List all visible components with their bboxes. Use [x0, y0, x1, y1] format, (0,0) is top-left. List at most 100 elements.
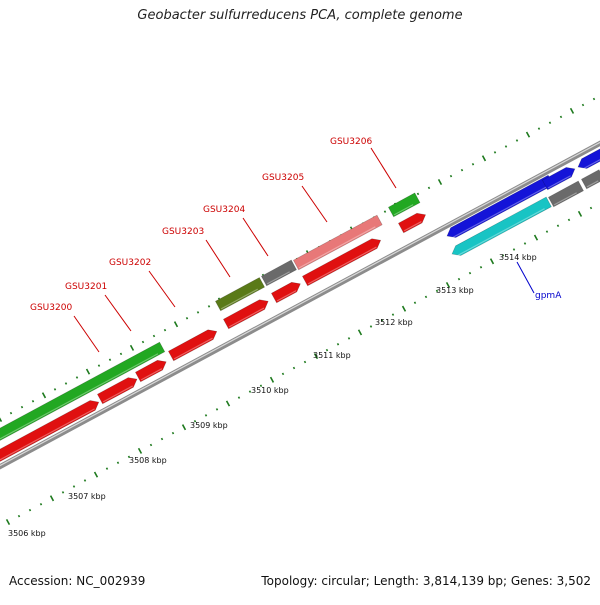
outer-tick-mark	[129, 344, 135, 351]
inner-tick-mark	[259, 384, 263, 387]
kbp-label-3512: 3512 kbp	[375, 318, 413, 327]
inner-tick-mark	[369, 325, 373, 328]
outer-tick-mark	[108, 358, 112, 362]
callout-line-gsu3204	[242, 217, 269, 257]
kbp-label-3508: 3508 kbp	[129, 456, 167, 465]
inner-tick-mark	[49, 495, 55, 502]
outer-tick-mark	[437, 178, 443, 186]
gene-cds-green[interactable]	[0, 341, 166, 442]
inner-tick-mark	[523, 242, 527, 245]
gene-cds-red[interactable]	[270, 281, 301, 304]
outer-tick-mark	[20, 405, 24, 409]
inner-tick-mark	[72, 485, 76, 488]
gene-cds-olive-shading	[220, 288, 259, 310]
gene-cds-red[interactable]	[167, 329, 218, 362]
callout-line-gsu3203	[205, 239, 231, 278]
outer-tick-mark	[460, 168, 464, 172]
inner-tick-mark	[116, 461, 120, 465]
gene-cds-blue[interactable]	[577, 148, 600, 169]
inner-tick-mark	[225, 400, 231, 407]
inner-tick-mark	[149, 443, 153, 447]
inner-tick-mark	[5, 518, 11, 526]
inner-tick-mark	[325, 348, 329, 352]
gene-label-gsu3206[interactable]: GSU3206	[330, 137, 372, 147]
gene-labels: GSU3200 GSU3201 GSU3202 GSU3203 GSU3204 …	[30, 137, 562, 313]
gene-label-gpma[interactable]: gpmA	[535, 291, 562, 301]
inner-tick-ring	[5, 206, 593, 526]
genome-summary-text: Topology: circular; Length: 3,814,139 bp…	[261, 574, 591, 588]
outer-tick-mark	[427, 186, 431, 190]
outer-tick-mark	[481, 155, 487, 162]
kbp-label-3509: 3509 kbp	[190, 421, 228, 430]
inner-tick-mark	[401, 305, 407, 312]
gene-cds-gray[interactable]	[547, 180, 584, 208]
gene-label-gsu3200[interactable]: GSU3200	[30, 303, 72, 313]
outer-tick-mark	[471, 162, 475, 166]
inner-tick-mark	[424, 295, 428, 299]
inner-tick-mark	[457, 277, 461, 281]
kbp-label-3507: 3507 kbp	[68, 492, 106, 501]
gene-cds-pink-shading	[298, 226, 376, 269]
gene-cds-red[interactable]	[134, 359, 167, 383]
gene-cds-red[interactable]	[96, 377, 138, 405]
kbp-label-3506: 3506 kbp	[8, 529, 46, 538]
gene-cds-red[interactable]	[301, 238, 382, 287]
gene-cds-red[interactable]	[0, 400, 100, 463]
inner-tick-mark	[292, 366, 296, 370]
inner-tick-mark	[489, 258, 495, 265]
inner-tick-mark	[435, 289, 439, 293]
inner-tick-mark	[17, 514, 21, 518]
gene-cds-red-shading	[307, 246, 377, 285]
gene-label-gsu3202[interactable]: GSU3202	[109, 258, 151, 268]
outer-tick-mark	[449, 174, 453, 178]
inner-tick-mark	[28, 508, 32, 512]
gene-label-gsu3203[interactable]: GSU3203	[162, 227, 204, 237]
gene-cds-gray-shading	[586, 180, 599, 188]
outer-tick-mark	[383, 210, 387, 213]
gene-cds-pink[interactable]	[292, 214, 383, 271]
inner-tick-mark	[357, 329, 363, 336]
inner-tick-mark	[413, 301, 417, 305]
inner-tick-mark	[127, 455, 131, 459]
gene-cds-gray[interactable]	[260, 259, 297, 287]
gene-cds-olive[interactable]	[214, 277, 266, 312]
map-title: Geobacter sulfurreducens PCA, complete g…	[137, 8, 463, 23]
accession-text: Accession: NC_002939	[9, 574, 146, 588]
gene-cds-blue[interactable]	[541, 167, 576, 191]
inner-tick-mark	[204, 414, 208, 417]
outer-tick-mark	[592, 97, 596, 101]
inner-tick-mark	[269, 376, 275, 383]
gene-cds-green[interactable]	[387, 192, 421, 218]
gene-label-gsu3205[interactable]: GSU3205	[262, 173, 304, 183]
inner-tick-mark	[545, 230, 549, 233]
outer-tick-mark	[141, 340, 145, 344]
inner-tick-mark	[577, 210, 583, 217]
inner-tick-mark	[237, 396, 241, 399]
outer-tick-mark	[75, 376, 79, 379]
genome-backbone-highlight	[0, 141, 600, 467]
inner-tick-mark	[589, 206, 593, 210]
outer-tick-mark	[53, 388, 57, 391]
gene-cds-blue[interactable]	[446, 174, 554, 238]
outer-tick-mark	[0, 417, 3, 423]
outer-tick-mark	[41, 392, 47, 399]
inner-tick-mark	[380, 319, 384, 322]
kbp-label-3513: 3513 kbp	[436, 286, 474, 295]
kbp-label-3514: 3514 kbp	[499, 253, 537, 262]
inner-tick-mark	[445, 281, 451, 289]
outer-tick-mark	[525, 131, 531, 138]
gene-cds-green-shading	[393, 204, 414, 216]
gene-label-gsu3204[interactable]: GSU3204	[203, 205, 245, 215]
inner-tick-mark	[468, 271, 472, 275]
gene-cds-red[interactable]	[222, 299, 269, 330]
inner-tick-mark	[391, 313, 395, 316]
genome-backbone	[0, 140, 600, 470]
gene-label-gsu3201[interactable]: GSU3201	[65, 282, 107, 292]
gene-cds-gray[interactable]	[580, 169, 600, 190]
gene-cds-red[interactable]	[397, 212, 427, 234]
gene-cds-gray-shading	[266, 271, 290, 285]
gene-cds-cyan-gpma[interactable]	[451, 196, 552, 256]
kbp-label-3510: 3510 kbp	[251, 386, 289, 395]
inner-tick-mark	[336, 342, 340, 346]
